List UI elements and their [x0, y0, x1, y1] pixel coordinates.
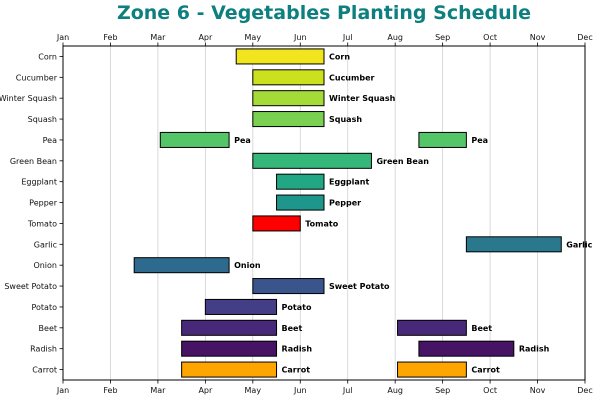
x-tick-label-top: Feb [103, 33, 117, 42]
bar-pepper [276, 194, 325, 211]
bar-label: Radish [519, 345, 550, 354]
bar-tomato [252, 215, 301, 232]
bar-winter-squash [252, 90, 325, 107]
bar-green-bean [252, 152, 372, 169]
y-tick-label: Pea [43, 136, 57, 145]
bar-label: Squash [329, 115, 362, 124]
y-tick-label: Eggplant [21, 178, 57, 187]
x-tick-label: Sep [435, 386, 450, 395]
bars-group [133, 48, 562, 378]
bar-label: Beet [471, 324, 492, 333]
bar-label: Carrot [471, 366, 500, 375]
bar-carrot [181, 361, 278, 378]
bar-beet [397, 319, 467, 336]
bar-radish [181, 340, 278, 357]
y-tick-label: Garlic [34, 240, 57, 249]
bar-label: Tomato [305, 219, 338, 228]
x-tick-label: May [245, 386, 262, 395]
x-tick-label: Aug [387, 386, 403, 395]
x-tick-label-top: Apr [198, 33, 213, 42]
bar-label: Pepper [329, 199, 361, 208]
bar-label: Winter Squash [329, 94, 396, 103]
bar-label: Green Bean [376, 157, 429, 166]
x-tick-label: Nov [530, 386, 546, 395]
y-tick-label: Radish [30, 345, 57, 354]
x-tick-label-top: Sep [435, 33, 450, 42]
bar-label: Garlic [566, 240, 592, 249]
y-tick-label: Winter Squash [0, 94, 57, 103]
plot-frame [62, 45, 586, 381]
bar-label: Eggplant [329, 178, 369, 187]
x-tick-label-top: Jun [293, 33, 307, 42]
x-tick-label-top: Dec [577, 33, 592, 42]
bar-label: Carrot [282, 366, 311, 375]
x-tick-label-top: Mar [150, 33, 166, 42]
y-tick-label: Tomato [27, 219, 57, 228]
bar-label: Pea [471, 136, 488, 145]
bar-label: Onion [234, 261, 261, 270]
chart-title: Zone 6 - Vegetables Planting Schedule [116, 2, 532, 24]
bar-label: Cucumber [329, 73, 374, 82]
y-tick-label: Corn [38, 52, 57, 61]
x-tick-label: Jan [56, 386, 69, 395]
y-tick-label: Green Bean [10, 157, 57, 166]
bar-onion [133, 257, 230, 274]
x-tick-label-top: Oct [483, 33, 497, 42]
bar-eggplant [276, 173, 325, 190]
y-tick-label: Pepper [29, 199, 58, 208]
y-tick-label: Beet [39, 324, 57, 333]
y-tick-label: Onion [33, 261, 57, 270]
bar-label: Corn [329, 52, 350, 61]
bar-beet [181, 319, 278, 336]
bar-label: Pea [234, 136, 251, 145]
x-tick-label: Jul [342, 386, 353, 395]
y-tick-label: Sweet Potato [4, 282, 57, 291]
x-tick-label-top: Jan [56, 33, 69, 42]
bar-label: Sweet Potato [329, 282, 390, 291]
bar-labels: Corn Cucumber Winter Squash Squash Pea Pea Gre… [234, 52, 593, 374]
bar-pea [159, 131, 230, 148]
x-tick-label: Dec [577, 386, 592, 395]
bar-squash [252, 111, 325, 128]
y-tick-label: Cucumber [16, 73, 58, 82]
bar-carrot [397, 361, 467, 378]
x-tick-label-top: Nov [530, 33, 546, 42]
x-axis-top: Jan Feb Mar Apr May Jun Jul Aug Sep Oct Nov Dec [56, 33, 593, 46]
bar-potato [204, 298, 278, 315]
y-axis: Corn Cucumber Winter Squash Squash Pea Green … [0, 52, 63, 375]
x-axis-bottom: Jan Feb Mar Apr May Jun Jul Aug Sep Oct Nov Dec [56, 380, 593, 395]
bar-cucumber [252, 69, 325, 86]
bar-label: Potato [282, 303, 312, 312]
x-tick-label: Feb [103, 386, 117, 395]
y-tick-label: Potato [31, 303, 57, 312]
bar-garlic [465, 236, 562, 253]
bar-radish [418, 340, 515, 357]
x-tick-label-top: Aug [387, 33, 403, 42]
x-tick-label: Mar [150, 386, 166, 395]
bar-label: Radish [282, 345, 313, 354]
y-tick-label: Squash [28, 115, 57, 124]
bar-label: Beet [282, 324, 303, 333]
y-tick-label: Carrot [32, 366, 57, 375]
bar-sweet-potato [252, 278, 325, 295]
x-tick-label: Oct [483, 386, 497, 395]
x-tick-label-top: May [245, 33, 262, 42]
x-tick-label: Apr [198, 386, 213, 395]
x-tick-label-top: Jul [342, 33, 353, 42]
bar-pea [418, 131, 467, 148]
bar-corn [235, 48, 325, 65]
x-tick-label: Jun [293, 386, 307, 395]
